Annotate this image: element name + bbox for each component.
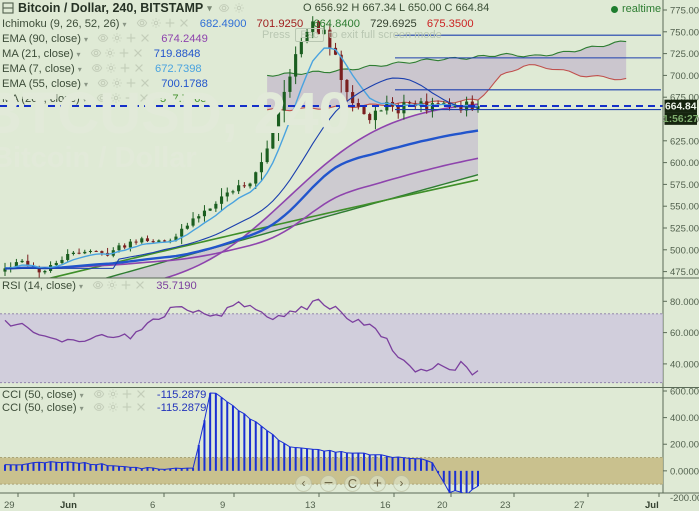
svg-text:80.0000: 80.0000 [670,297,699,308]
svg-text:29: 29 [4,500,15,511]
svg-text:750.00: 750.00 [670,27,699,38]
svg-text:Jun: Jun [60,500,77,511]
svg-text:16: 16 [380,500,391,511]
svg-text:23: 23 [500,500,511,511]
svg-text:Jul: Jul [645,500,659,511]
svg-text:400.0000: 400.0000 [670,413,699,424]
svg-text:0.0000: 0.0000 [670,466,699,477]
svg-text:575.00: 575.00 [670,180,699,191]
svg-text:625.00: 625.00 [670,136,699,147]
svg-text:550.00: 550.00 [670,202,699,213]
svg-text:600.00: 600.00 [670,158,699,169]
svg-text:13: 13 [305,500,316,511]
svg-text:700.00: 700.00 [670,71,699,82]
svg-text:525.00: 525.00 [670,224,699,235]
svg-text:27: 27 [574,500,585,511]
svg-text:500.00: 500.00 [670,245,699,256]
svg-text:600.0000: 600.0000 [670,387,699,398]
svg-text:1:56:27: 1:56:27 [663,114,699,125]
svg-text:60.0000: 60.0000 [670,328,699,339]
svg-text:9: 9 [220,500,225,511]
svg-text:200.0000: 200.0000 [670,440,699,451]
svg-text:40.0000: 40.0000 [670,359,699,370]
svg-text:475.00: 475.00 [670,267,699,278]
svg-text:664.84: 664.84 [665,101,697,112]
svg-text:20: 20 [437,500,448,511]
svg-text:-200.000: -200.000 [670,493,699,504]
svg-text:6: 6 [150,500,155,511]
svg-text:725.00: 725.00 [670,49,699,60]
svg-text:775.00: 775.00 [670,6,699,17]
